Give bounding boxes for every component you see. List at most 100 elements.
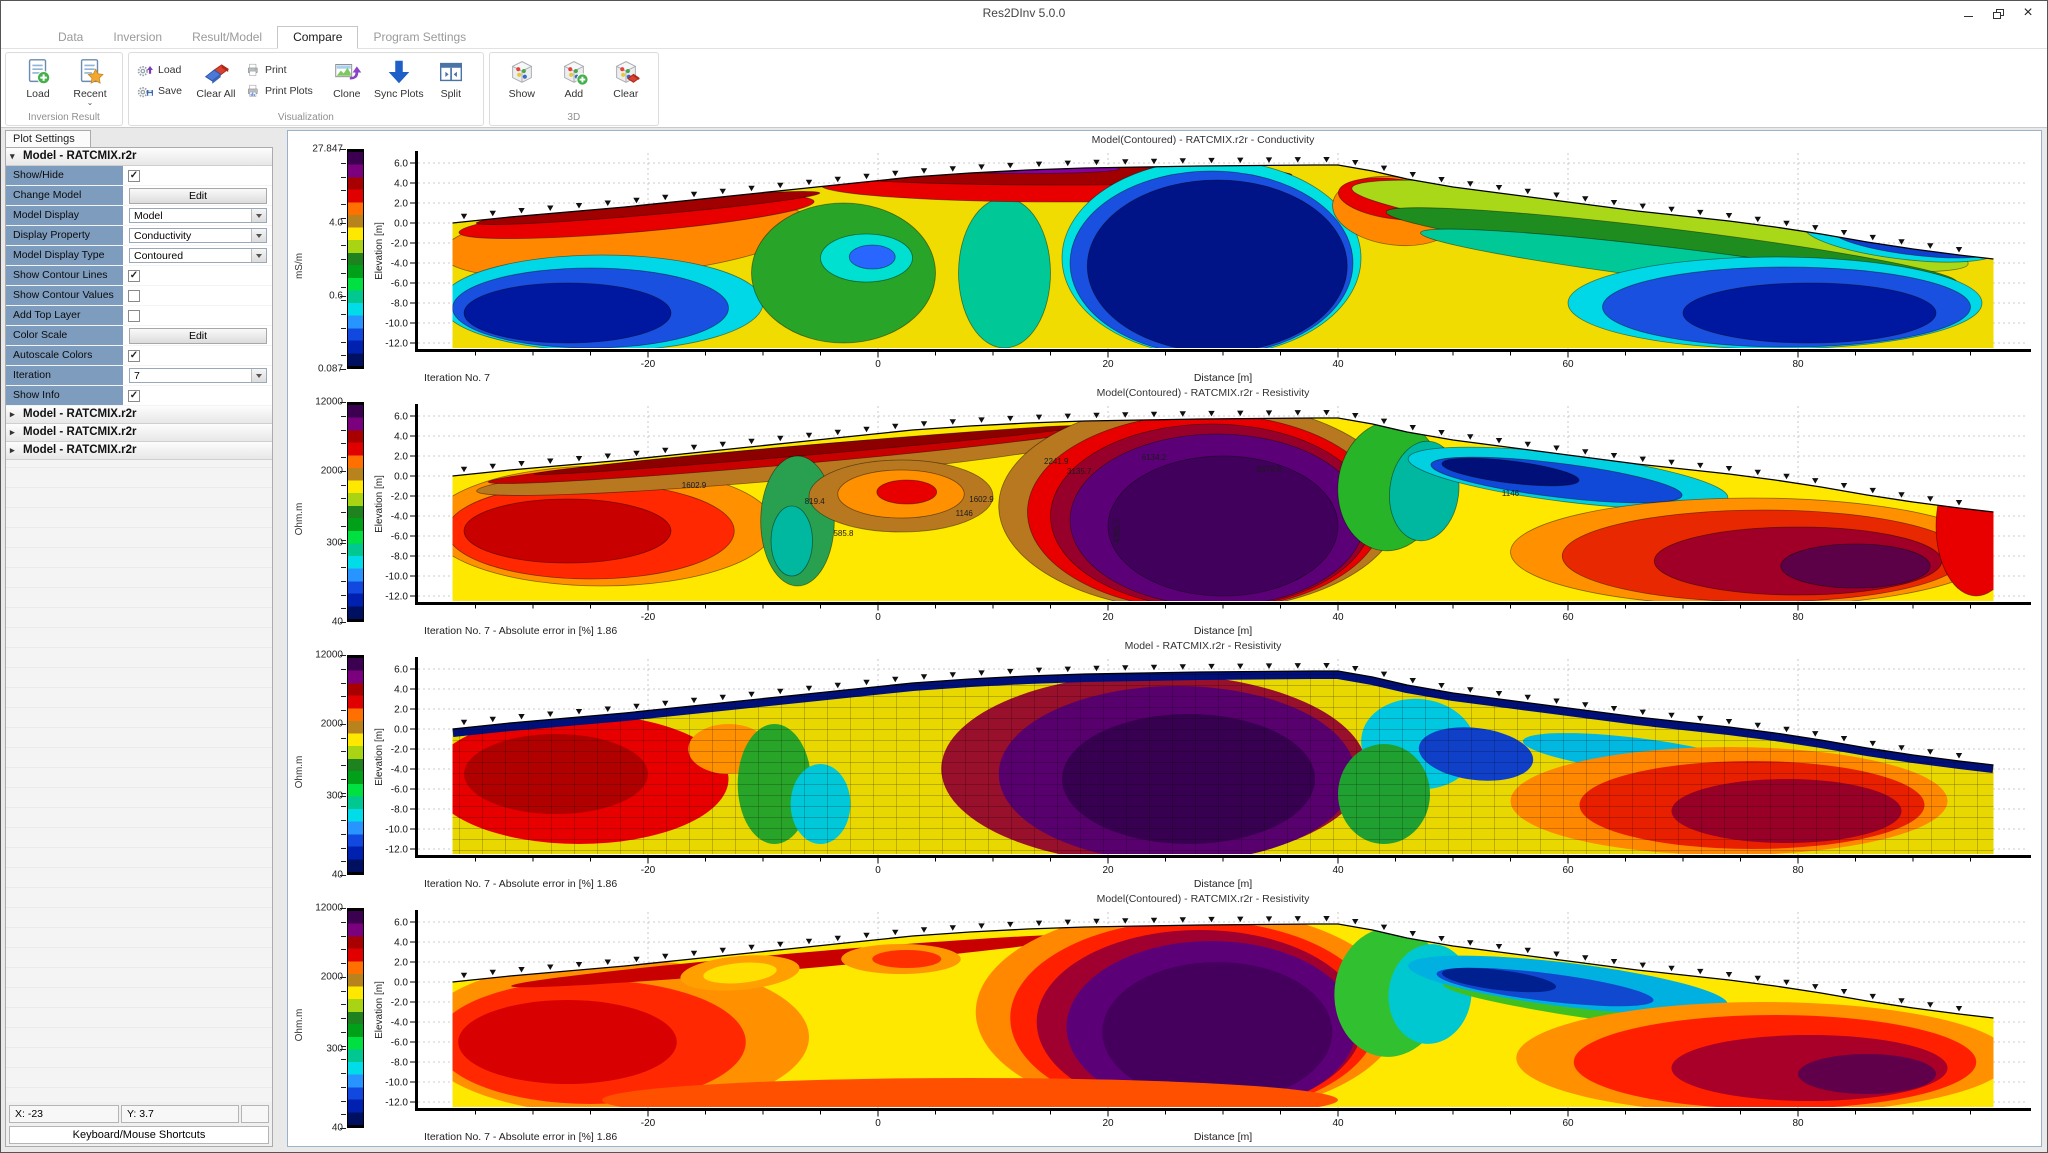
ribbon-tab-inversion[interactable]: Inversion — [113, 30, 163, 44]
ribbon-tab-result-model[interactable]: Result/Model — [192, 30, 263, 44]
clear-all-button[interactable]: Clear All — [190, 54, 242, 112]
svg-text:-4.0: -4.0 — [391, 1018, 409, 1029]
sync-plots-icon — [384, 57, 414, 87]
load-button[interactable]: Load — [137, 59, 182, 80]
ribbon-tab-program-settings[interactable]: Program Settings — [373, 30, 467, 44]
load-button[interactable]: Load — [12, 54, 64, 112]
svg-text:6.0: 6.0 — [394, 665, 408, 676]
window-title: Res2DInv 5.0.0 — [982, 6, 1066, 20]
color-scale-edit-button[interactable]: Edit — [129, 327, 267, 344]
show-hide-checkbox[interactable]: ✓ — [128, 169, 140, 182]
svg-text:Iteration No. 7: Iteration No. 7 — [424, 372, 490, 384]
model-section-header[interactable]: ▾ Model - RATCMIX.r2r — [6, 148, 272, 166]
restore-button[interactable] — [1983, 2, 2013, 24]
chevron-down-icon[interactable] — [251, 249, 266, 262]
svg-text:20: 20 — [1102, 359, 1114, 370]
add-button[interactable]: Add — [548, 54, 600, 112]
iteration-dropdown[interactable]: 7 — [129, 368, 267, 383]
colorbar: Ohm.m 12000 2000 300 40 — [290, 650, 368, 891]
button-label: Clone — [333, 88, 361, 100]
svg-text:8579.8: 8579.8 — [1257, 465, 1282, 474]
property-row-model-display-type: Model Display Type Contoured — [6, 246, 272, 265]
svg-text:-8.0: -8.0 — [391, 299, 409, 310]
add-top-layer-checkbox[interactable] — [128, 309, 140, 322]
show-3d-icon — [507, 57, 537, 87]
colorbar-major-tick — [340, 796, 346, 798]
clone-button[interactable]: Clone — [321, 54, 373, 112]
colorbar-minor-tick — [341, 1031, 346, 1033]
colorbar-major-tick — [340, 908, 346, 909]
save-button[interactable]: Save — [137, 80, 182, 101]
ribbon-group-label: Visualization — [277, 112, 334, 123]
chevron-down-icon[interactable] — [251, 229, 266, 242]
model-display-type-dropdown[interactable]: Contoured — [129, 248, 267, 263]
model-section-header[interactable]: ▸ Model - RATCMIX.r2r — [6, 442, 272, 460]
ribbon-tab-data[interactable]: Data — [58, 30, 84, 44]
property-value: ✓ — [124, 386, 272, 405]
show-contour-lines-checkbox[interactable]: ✓ — [128, 269, 140, 282]
model-display-dropdown[interactable]: Model — [129, 208, 267, 223]
colorbar-minor-tick — [341, 737, 346, 739]
autoscale-colors-checkbox[interactable]: ✓ — [128, 349, 140, 362]
svg-text:-6.0: -6.0 — [391, 532, 409, 543]
model-section-header[interactable]: ▸ Model - RATCMIX.r2r — [6, 406, 272, 424]
expand-arrow-icon[interactable]: ▸ — [10, 426, 15, 437]
print-button[interactable]: Print — [244, 59, 313, 80]
ribbon-tab-bar: Data Inversion Result/Model Compare Program … — [1, 25, 2047, 49]
clear-button[interactable]: Clear — [600, 54, 652, 112]
plot-panel-1: Model(Contoured) - RATCMIX.r2r - Conduct… — [290, 134, 2041, 385]
model-section-header[interactable]: ▸ Model - RATCMIX.r2r — [6, 424, 272, 442]
colorbar-minor-tick — [341, 341, 346, 343]
model-section — [452, 165, 1994, 348]
property-row-add-top-layer: Add Top Layer — [6, 306, 272, 325]
expand-arrow-icon[interactable]: ▸ — [10, 408, 15, 419]
colorbar-minor-tick — [341, 272, 346, 274]
small-button-column: Print Print Plots — [244, 54, 313, 106]
chevron-down-icon: ⌄ — [86, 98, 94, 107]
svg-text:60: 60 — [1562, 1118, 1574, 1129]
show-contour-values-checkbox[interactable] — [128, 289, 140, 302]
colorbar-minor-tick — [341, 990, 346, 992]
colorbar-minor-tick — [341, 314, 346, 315]
title-bar: Res2DInv 5.0.0 — [1, 1, 2047, 25]
chevron-down-icon[interactable] — [251, 209, 266, 222]
split-button[interactable]: Split — [425, 54, 477, 112]
y-axis — [415, 404, 418, 604]
property-row-iteration: Iteration 7 — [6, 366, 272, 385]
colorbar-minor-tick — [341, 539, 346, 541]
recent-result-icon — [75, 57, 105, 87]
expand-arrow-icon[interactable]: ▸ — [10, 444, 15, 455]
colorbar-minor-tick — [341, 1004, 346, 1006]
collapse-arrow-icon[interactable]: ▾ — [10, 150, 15, 161]
plot-panel-3: Model - RATCMIX.r2r - Resistivity Ohm.m 12… — [290, 640, 2041, 891]
property-value: ✓ — [124, 346, 272, 365]
ribbon-tab-compare[interactable]: Compare — [277, 26, 359, 49]
terrain-surface-line — [452, 670, 1994, 766]
recent-button[interactable]: Recent ⌄ — [64, 54, 116, 112]
close-button[interactable] — [2013, 2, 2043, 24]
dropdown-value: Conductivity — [134, 229, 192, 242]
colorbar-major-tick — [340, 655, 346, 656]
clear-3d-icon — [611, 57, 641, 87]
tab-plot-settings[interactable]: Plot Settings — [5, 130, 91, 147]
change-model-edit-button[interactable]: Edit — [129, 187, 267, 204]
sync-plots-button[interactable]: Sync Plots — [373, 54, 425, 112]
show-info-checkbox[interactable]: ✓ — [128, 389, 140, 402]
window-controls — [1953, 2, 2047, 24]
show-button[interactable]: Show — [496, 54, 548, 112]
svg-text:-8.0: -8.0 — [391, 1058, 409, 1069]
colorbar-minor-tick — [341, 286, 346, 288]
svg-text:-8.0: -8.0 — [391, 805, 409, 816]
keyboard-shortcuts-button[interactable]: Keyboard/Mouse Shortcuts — [9, 1126, 269, 1144]
print-plots-button[interactable]: Print Plots — [244, 80, 313, 101]
display-property-dropdown[interactable]: Conductivity — [129, 228, 267, 243]
model-section-title: Model - RATCMIX.r2r — [23, 150, 137, 162]
minimize-button[interactable] — [1953, 2, 1983, 24]
content-area: Plot Settings ▾ Model - RATCMIX.r2r Show/H… — [1, 128, 2047, 1152]
svg-text:-20: -20 — [641, 359, 656, 370]
plot-row: Ohm.m 12000 2000 300 40 6.0 4.0 2.0 0.0 -2.0 -4.0 -… — [290, 650, 2041, 891]
chevron-down-icon[interactable] — [251, 369, 266, 382]
colorbar-gradient — [347, 908, 364, 1128]
